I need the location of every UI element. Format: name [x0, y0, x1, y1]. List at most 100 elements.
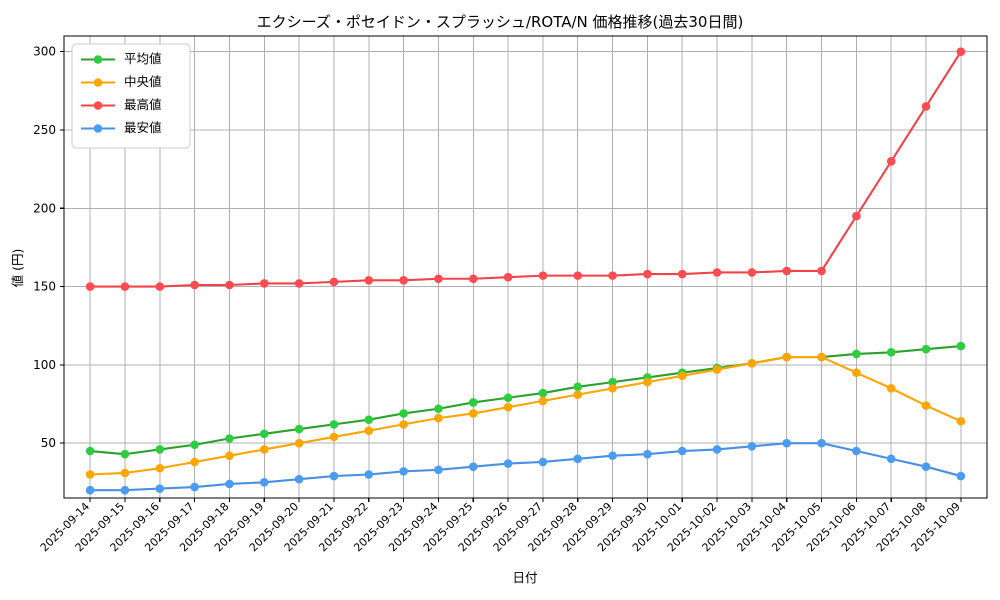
data-point — [225, 451, 234, 461]
data-point — [329, 471, 339, 481]
data-point — [817, 352, 826, 362]
data-point — [747, 359, 757, 368]
legend-item-3[interactable]: 最高値 — [81, 97, 162, 112]
data-point — [329, 420, 339, 429]
series-2 — [85, 352, 966, 479]
legend-marker-swatch — [93, 55, 103, 64]
legend-marker-swatch — [93, 78, 103, 87]
data-point — [747, 268, 757, 277]
data-point — [259, 478, 269, 487]
data-point — [573, 454, 583, 464]
chart-title: エクシーズ・ポセイドン・スプラッシュ/ROTA/N 価格推移(過去30日間) — [257, 13, 744, 31]
data-point — [85, 446, 95, 456]
series-line — [89, 50, 962, 288]
x-axis-label: 日付 — [512, 570, 537, 585]
data-point — [503, 402, 513, 412]
data-point — [677, 269, 687, 279]
legend-item-2[interactable]: 中央値 — [81, 74, 162, 89]
data-point — [399, 467, 408, 476]
data-point — [712, 268, 722, 277]
data-point — [155, 484, 165, 493]
data-point — [468, 462, 478, 471]
data-point — [468, 398, 478, 407]
data-point — [225, 280, 234, 290]
data-point — [329, 277, 339, 287]
data-point — [259, 445, 269, 454]
data-point — [538, 388, 548, 398]
data-point — [956, 341, 966, 351]
data-point — [294, 424, 304, 434]
data-point — [782, 438, 792, 448]
data-point — [155, 445, 165, 454]
plot-frame — [63, 35, 988, 499]
data-point — [852, 211, 861, 221]
legend-label: 平均値 — [124, 51, 162, 66]
data-point — [677, 371, 687, 381]
data-point — [190, 280, 199, 290]
data-point — [503, 272, 513, 282]
data-point — [294, 474, 304, 484]
data-point — [956, 471, 966, 481]
data-point — [120, 282, 130, 291]
data-point — [677, 446, 687, 456]
series-4 — [85, 438, 966, 495]
data-point — [852, 368, 861, 378]
y-tick-label: 150 — [33, 280, 56, 294]
data-point — [747, 442, 757, 451]
data-point — [85, 485, 95, 495]
data-point — [886, 348, 896, 357]
data-point — [538, 271, 548, 280]
data-point — [294, 438, 304, 448]
data-point — [225, 434, 234, 443]
data-point — [399, 420, 408, 429]
data-point — [259, 429, 269, 439]
data-point — [956, 416, 966, 426]
data-point — [155, 282, 165, 291]
y-tick-label: 200 — [33, 201, 56, 215]
data-series-layer — [85, 47, 966, 495]
data-point — [643, 269, 652, 279]
legend-item-1[interactable]: 平均値 — [81, 51, 162, 66]
y-tick-label: 250 — [33, 123, 56, 137]
data-point — [608, 271, 617, 280]
data-point — [364, 470, 374, 479]
data-point — [468, 409, 478, 418]
data-point — [503, 459, 513, 468]
data-point — [712, 445, 722, 454]
data-point — [573, 382, 583, 392]
y-tick-label: 50 — [41, 436, 56, 450]
data-point — [782, 266, 792, 276]
data-point — [190, 440, 199, 450]
data-point — [538, 396, 548, 406]
data-point — [120, 449, 130, 459]
data-point — [190, 457, 199, 467]
data-point — [573, 271, 583, 280]
legend-label: 最高値 — [124, 97, 162, 112]
legend-label: 最安値 — [124, 120, 162, 135]
data-point — [852, 446, 861, 456]
data-point — [886, 454, 896, 464]
y-tick-label: 300 — [33, 45, 56, 59]
data-point — [608, 451, 617, 461]
data-point — [329, 432, 339, 442]
data-point — [434, 465, 443, 475]
data-point — [294, 279, 304, 288]
data-point — [225, 479, 234, 489]
data-point — [155, 463, 165, 473]
data-point — [85, 470, 95, 479]
series-3 — [85, 47, 966, 291]
series-line — [89, 356, 962, 476]
data-point — [120, 468, 130, 478]
data-point — [364, 415, 374, 424]
data-point — [921, 102, 931, 111]
data-point — [364, 276, 374, 285]
data-point — [643, 449, 652, 459]
data-point — [817, 438, 826, 448]
data-point — [120, 485, 130, 495]
plot-border — [63, 35, 988, 499]
data-point — [782, 352, 792, 362]
legend-item-4[interactable]: 最安値 — [81, 120, 162, 135]
data-point — [85, 282, 95, 291]
data-point — [886, 156, 896, 166]
